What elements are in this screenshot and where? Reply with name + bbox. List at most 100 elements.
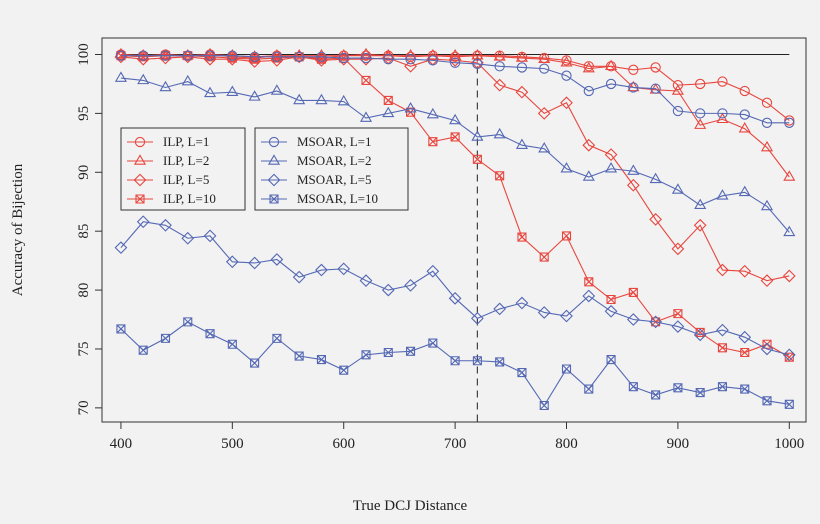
marker — [493, 78, 507, 92]
series-line — [120, 77, 790, 233]
marker — [428, 338, 438, 348]
marker — [604, 304, 618, 318]
marker — [406, 346, 416, 356]
marker — [315, 263, 328, 277]
marker — [673, 383, 683, 393]
marker — [404, 101, 417, 113]
marker — [495, 171, 505, 181]
marker — [203, 86, 217, 98]
marker — [784, 399, 794, 409]
marker — [227, 339, 237, 349]
marker — [760, 274, 774, 288]
marker — [382, 106, 395, 118]
marker — [628, 382, 638, 392]
marker — [359, 274, 373, 288]
marker — [116, 324, 126, 334]
marker — [114, 241, 128, 255]
marker — [316, 51, 327, 62]
x-axis-label: True DCJ Distance — [353, 498, 468, 514]
marker — [493, 302, 507, 316]
legend-label: ILP, L=5 — [163, 172, 209, 187]
marker — [134, 136, 146, 148]
legend: ILP, L=1 ILP, L=2 ILP, L=5 ILP, L=10 — [120, 127, 246, 211]
marker — [717, 382, 728, 392]
marker — [539, 63, 550, 74]
marker — [182, 50, 193, 61]
marker — [537, 306, 551, 319]
marker — [359, 52, 373, 66]
marker — [181, 74, 194, 86]
marker — [628, 287, 638, 297]
marker — [740, 347, 750, 358]
y-axis-label: Accuracy of Bijection — [10, 163, 26, 296]
marker — [515, 296, 529, 310]
marker — [605, 162, 618, 173]
marker — [227, 50, 238, 61]
marker — [183, 317, 193, 327]
marker — [361, 75, 371, 85]
marker — [135, 194, 145, 204]
y-tick-label: 90 — [76, 165, 92, 180]
marker — [316, 355, 326, 365]
marker — [160, 333, 171, 343]
marker — [449, 57, 461, 68]
marker — [560, 96, 573, 110]
legend-label: ILP, L=10 — [163, 191, 216, 206]
marker — [605, 59, 618, 71]
y-tick-label: 95 — [76, 106, 92, 121]
marker — [426, 264, 440, 278]
marker — [293, 93, 306, 105]
marker — [517, 367, 527, 378]
legend-label: MSOAR, L=2 — [297, 153, 372, 168]
marker — [693, 328, 707, 342]
marker — [784, 115, 795, 126]
legend-label: MSOAR, L=1 — [297, 134, 372, 149]
marker — [582, 289, 596, 303]
marker — [539, 400, 549, 411]
legend-label: MSOAR, L=5 — [297, 172, 372, 187]
marker — [292, 270, 306, 284]
marker — [294, 351, 304, 361]
marker — [738, 185, 751, 197]
marker — [694, 198, 707, 210]
marker — [472, 356, 482, 366]
marker — [740, 384, 750, 394]
marker — [115, 50, 127, 61]
marker — [267, 173, 281, 187]
marker — [671, 183, 684, 194]
marker — [472, 58, 483, 70]
marker — [695, 78, 706, 90]
marker — [672, 79, 684, 91]
marker — [560, 309, 573, 323]
marker — [739, 85, 750, 97]
marker — [493, 127, 506, 139]
marker — [360, 50, 372, 61]
marker — [738, 264, 752, 278]
x-tick-label: 1000 — [774, 436, 804, 452]
marker — [428, 137, 438, 147]
marker — [205, 329, 215, 339]
marker — [515, 85, 529, 99]
marker — [160, 50, 171, 61]
marker — [738, 330, 752, 344]
marker — [226, 85, 239, 96]
series-line — [120, 55, 790, 124]
marker — [248, 256, 261, 270]
marker — [315, 93, 328, 105]
marker — [582, 61, 595, 73]
marker — [672, 105, 684, 117]
marker — [717, 108, 728, 119]
marker — [159, 218, 172, 232]
marker — [539, 252, 549, 262]
marker — [405, 54, 416, 65]
marker — [360, 52, 372, 64]
marker — [294, 51, 305, 62]
marker — [361, 350, 371, 360]
marker — [450, 132, 460, 142]
series-line — [120, 221, 790, 356]
marker — [449, 113, 462, 125]
marker — [604, 148, 618, 161]
marker — [561, 231, 572, 241]
marker — [561, 364, 572, 374]
